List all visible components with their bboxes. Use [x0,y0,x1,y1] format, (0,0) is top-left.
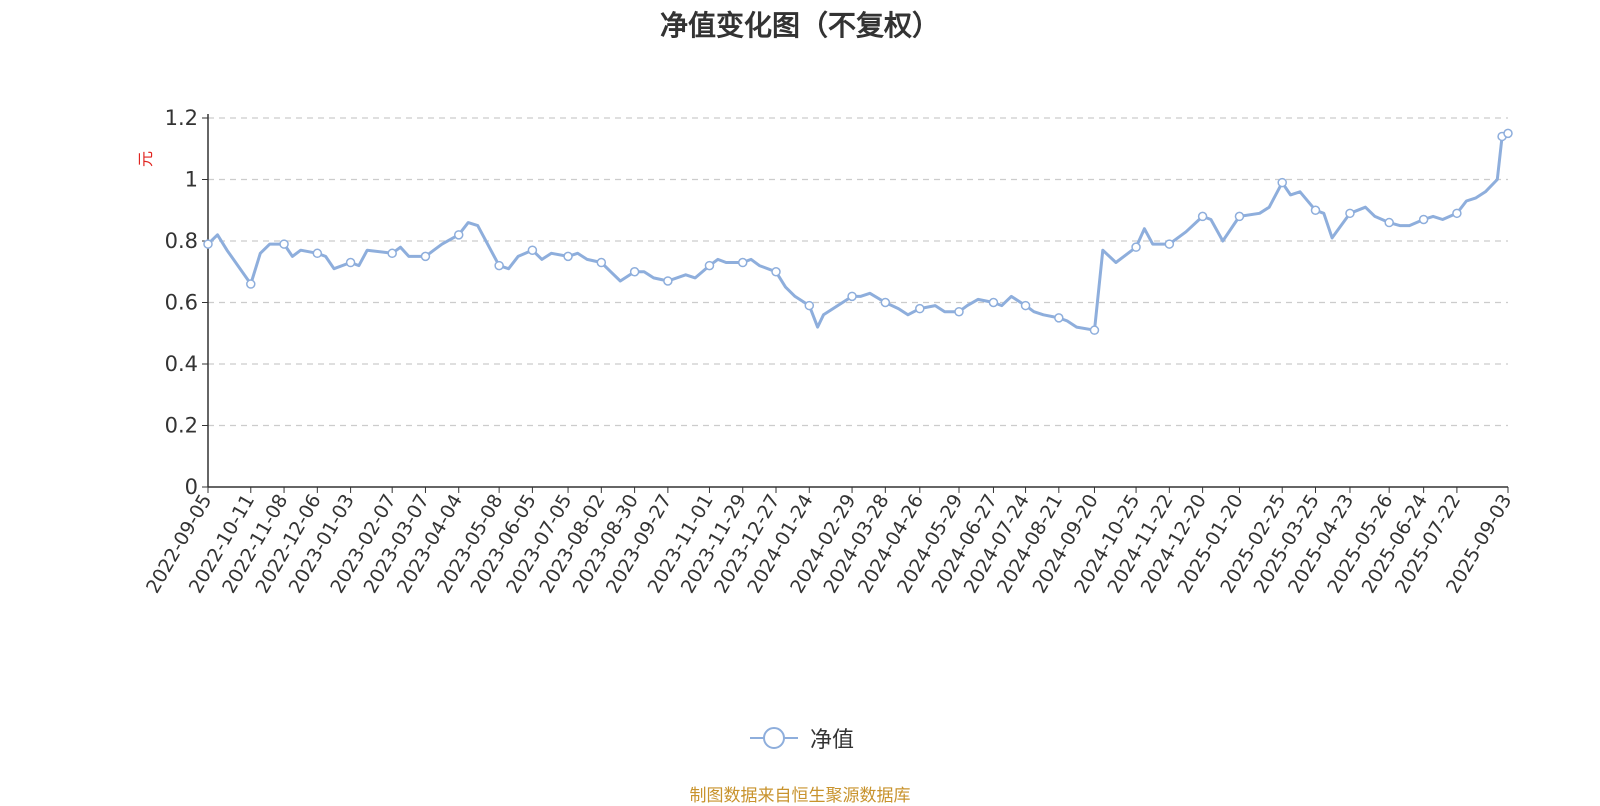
data-point [737,257,748,268]
legend[interactable]: 净值 [750,723,854,753]
data-point [1197,211,1208,222]
data-point [1452,208,1462,219]
data-point [1164,239,1175,249]
data-point [527,245,538,255]
data-point [1503,128,1513,139]
data-point [1310,205,1321,215]
data-point [563,251,573,262]
series-layer [206,131,1510,332]
y-tick-label: 0.2 [165,414,198,438]
data-point [771,267,781,277]
y-tick-label: 0.6 [165,291,198,315]
data-point [804,300,815,311]
data-point [988,297,999,308]
data-point [915,303,925,314]
y-tick-label: 1 [185,168,198,192]
y-tick-label: 0.8 [165,229,198,253]
data-point [453,230,464,240]
data-point [1277,177,1287,188]
data-point [1418,214,1429,225]
data-point [629,267,640,277]
data-point [246,279,256,289]
y-tick-label: 0 [185,475,198,499]
data-point [1345,208,1355,219]
data-point [704,260,715,271]
data-point [203,239,213,249]
data-point [596,257,607,268]
source-note: 制图数据来自恒生聚源数据库 [689,786,911,806]
data-point [847,291,857,302]
x-tick-labels: 2022-09-052022-10-112022-11-082022-12-06… [142,490,1516,597]
data-point [1089,325,1100,335]
data-point [420,251,431,262]
data-point [954,306,964,317]
data-point [1234,211,1245,222]
data-point [1054,313,1064,323]
data-point [1384,217,1394,228]
y-axis-unit-label: 元 [136,151,155,167]
y-tick-labels: 0 0.2 0.4 0.6 0.8 1 1.2 [165,106,198,499]
data-point [279,239,289,249]
data-point [312,248,323,259]
y-tick-label: 0.4 [165,352,198,376]
legend-label: 净值 [810,728,855,753]
circle-line-icon [750,727,798,749]
data-point [494,260,504,271]
data-point [387,248,397,259]
series-line [206,131,1510,332]
data-point [1131,242,1141,252]
chart-title: 净值变化图（不复权） [659,9,940,42]
grid-lines [208,117,1508,427]
data-point [1020,300,1031,311]
data-point [880,297,891,308]
axes [202,114,1509,493]
data-point [663,276,673,286]
data-point [345,257,356,268]
y-tick-label: 1.2 [165,106,198,130]
series-markers [203,128,1513,335]
